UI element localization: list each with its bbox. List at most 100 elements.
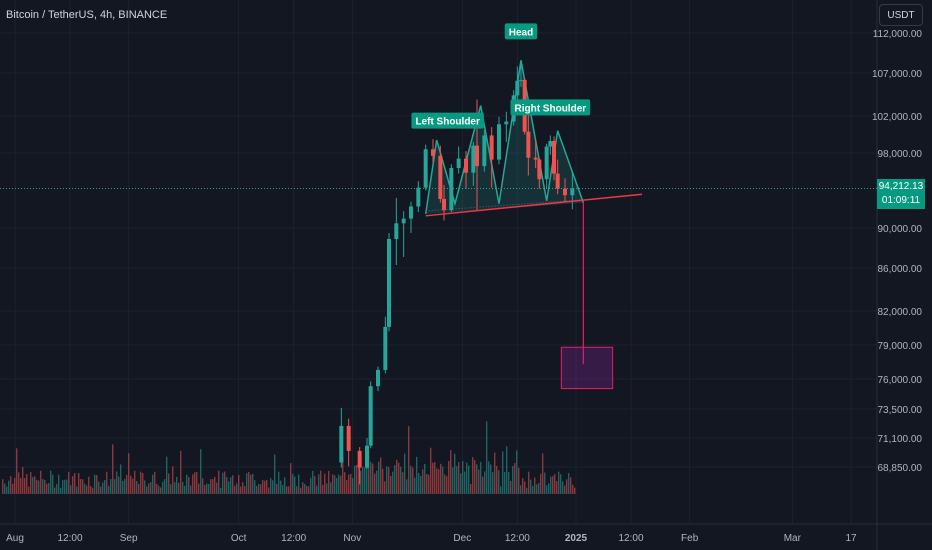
candle-body [482,135,487,167]
candles [339,61,575,485]
volume-bar [418,472,420,494]
bar-countdown: 01:09:11 [881,195,921,206]
candle-body [515,80,520,96]
volume-bar [68,471,70,494]
candle-body [449,168,454,211]
candle-body [456,158,461,168]
volume-bar [518,467,520,494]
volume-bar [22,467,24,494]
volume-bar [414,477,416,494]
volume-bar [308,486,310,494]
volume-bar [462,460,464,494]
candle-body [552,140,556,174]
pattern-label: Right Shoulder [510,99,591,116]
volume-bar [180,450,182,494]
candle-body [464,158,468,173]
volume-bar [154,471,156,494]
candle-body [442,198,446,211]
volume-bar [190,485,192,494]
volume-bar [346,479,348,494]
volume-bar [468,465,470,494]
volume-bar [532,486,534,494]
volume-bar [72,476,74,494]
volume-bar [276,483,278,494]
y-tick-label: 86,000.00 [878,264,923,275]
volume-bar [408,426,410,494]
x-tick-label: Sep [120,533,138,544]
volume-bar [74,473,76,494]
volume-bar [24,478,26,494]
volume-bar [424,463,426,494]
volume-bar [258,483,260,494]
candle-body [346,425,351,451]
volume-bar [470,484,472,494]
y-tick-label: 107,000.00 [872,69,922,80]
candle-body [471,145,476,173]
candle-body [526,131,531,158]
volume-bar [214,476,216,494]
volume-bar [88,476,90,494]
volume-bar [94,474,96,494]
volume-bar [570,477,572,494]
volume-bar [326,483,328,494]
volume-bar [282,484,284,494]
volume-bar [504,472,506,494]
candle-body [394,223,399,239]
volume-bar [240,486,242,494]
volume-bar [170,484,172,494]
volume-bar [382,468,384,494]
volume-bar [498,470,500,494]
volume-bar [76,486,78,494]
volume-bar [266,479,268,494]
volume-bar [336,477,338,494]
volume-bar [96,475,98,494]
candle-body [537,159,542,180]
candle-body [387,239,391,327]
volume-bar [486,421,488,494]
volume-bar [234,485,236,494]
volume-bar [70,485,72,494]
volume-bar [246,473,248,494]
volume-bar [146,486,148,494]
volume-bar [450,450,452,494]
volume-bar [434,461,436,494]
volume-bar [344,472,346,494]
y-tick-label: 73,500.00 [878,405,923,416]
volume-bar [4,483,6,494]
currency-button[interactable]: USDT [879,4,923,26]
volume-bar [134,470,136,494]
volume-bar [552,476,554,494]
volume-bar [44,479,46,494]
volume-bar [398,462,400,494]
x-tick-label: Nov [343,533,361,544]
volume-bar [8,480,10,494]
volume-bar [496,466,498,494]
volume-bar [86,485,88,494]
volume-bar [14,477,16,494]
y-tick-label: 76,000.00 [878,375,923,386]
volume-bar [48,483,50,494]
y-tick-label: 68,850.00 [878,463,923,474]
volume-bar [358,465,360,494]
volume-bar [166,456,168,494]
candle-body [548,140,553,147]
volume-bar [348,474,350,494]
volume-bar [316,485,318,494]
x-tick-label: Oct [231,533,247,544]
x-tick-label: Dec [453,533,471,544]
volume-bar [54,487,56,494]
volume-bar [372,463,374,494]
volume-bar [362,466,364,494]
volume-bar [510,480,512,494]
volume-bar [98,481,100,494]
volume-bar [56,484,58,494]
volume-bar [222,472,224,494]
volume-bar [104,480,106,494]
volume-bar [16,448,18,494]
volume-bar [520,485,522,494]
volume-bar [342,457,344,494]
volume-bar [208,484,210,494]
volume-bar [334,475,336,494]
volume-bar [218,470,220,494]
